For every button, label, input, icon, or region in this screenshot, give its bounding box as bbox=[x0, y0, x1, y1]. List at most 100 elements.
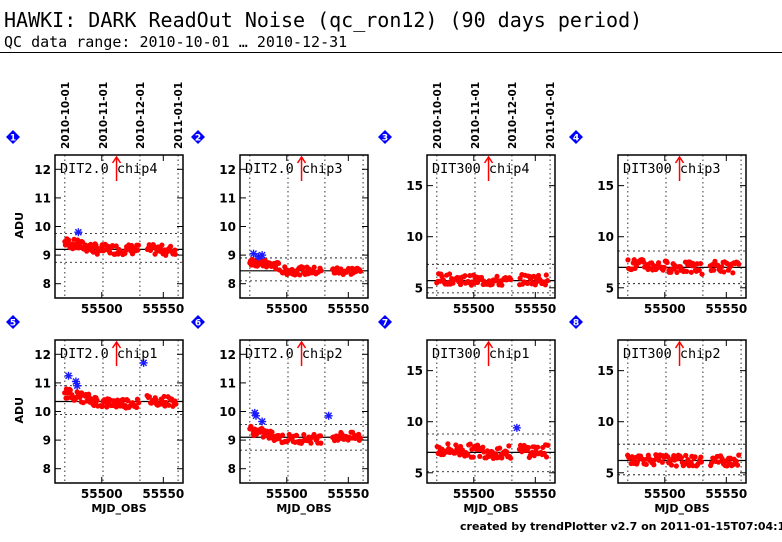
data-point bbox=[684, 268, 690, 274]
y-tick-label: 8 bbox=[43, 462, 51, 476]
x-axis-label: MJD_OBS bbox=[654, 502, 709, 515]
outlier-point bbox=[139, 358, 148, 367]
data-point bbox=[153, 397, 159, 403]
y-tick-label: 10 bbox=[597, 415, 614, 429]
data-point bbox=[317, 433, 324, 439]
x-tick-label: 55500 bbox=[81, 302, 123, 316]
y-tick-label: 9 bbox=[228, 249, 236, 263]
data-point bbox=[135, 247, 141, 253]
data-point bbox=[253, 257, 259, 263]
event-marker-arrow bbox=[674, 155, 685, 164]
y-tick-label: 8 bbox=[228, 277, 236, 291]
top-date-label: 2010-10-01 bbox=[60, 82, 72, 149]
y-tick-label: 10 bbox=[406, 230, 423, 244]
data-point bbox=[634, 459, 640, 465]
outlier-point bbox=[252, 411, 260, 420]
data-point bbox=[661, 264, 667, 270]
panel-badge-number: 3 bbox=[382, 134, 388, 144]
y-tick-label: 10 bbox=[219, 220, 236, 234]
x-axis-label: MJD_OBS bbox=[276, 502, 331, 515]
data-point bbox=[535, 444, 541, 450]
data-point bbox=[90, 249, 96, 255]
panel-badge-icon bbox=[191, 130, 205, 144]
y-tick-label: 5 bbox=[415, 281, 423, 295]
event-marker-arrow bbox=[483, 340, 494, 349]
panel-label: DIT300 chip3 bbox=[623, 161, 721, 177]
data-point bbox=[735, 462, 741, 468]
page-subtitle: QC data range: 2010-10-01 … 2010-12-31 bbox=[4, 33, 348, 51]
data-point bbox=[120, 396, 126, 403]
data-point bbox=[668, 462, 675, 468]
data-point bbox=[276, 436, 282, 442]
data-point bbox=[525, 444, 532, 451]
data-point bbox=[125, 398, 131, 404]
y-axis-label: ADU bbox=[13, 212, 26, 239]
data-point bbox=[465, 451, 471, 457]
data-point bbox=[66, 237, 72, 243]
panel-label: DIT2.0 chip4 bbox=[60, 161, 158, 177]
data-point bbox=[674, 269, 680, 275]
y-tick-label: 12 bbox=[219, 163, 236, 177]
panel-badge-icon bbox=[378, 315, 392, 329]
top-date-label: 2010-12-01 bbox=[135, 82, 147, 149]
x-axis-label: MJD_OBS bbox=[463, 502, 518, 515]
title-divider bbox=[0, 52, 782, 53]
plot-frame bbox=[239, 339, 369, 484]
data-point bbox=[159, 242, 165, 248]
y-tick-label: 15 bbox=[597, 364, 614, 378]
data-point bbox=[357, 268, 363, 274]
data-point bbox=[643, 461, 649, 468]
panel-badge-icon bbox=[569, 315, 583, 329]
data-point bbox=[506, 443, 512, 449]
y-tick-label: 5 bbox=[606, 281, 614, 295]
y-tick-label: 12 bbox=[34, 163, 51, 177]
panel-label: DIT2.0 chip2 bbox=[245, 346, 343, 362]
y-tick-label: 9 bbox=[228, 434, 236, 448]
data-point bbox=[458, 278, 464, 285]
data-point bbox=[462, 273, 468, 279]
event-marker-arrow bbox=[296, 155, 307, 164]
plot-panel: 1 8 9 10 11 12 55500 55550 ADU DIT2.0 chip4 bbox=[6, 130, 184, 316]
data-point bbox=[625, 257, 631, 263]
data-point bbox=[724, 260, 730, 267]
data-point bbox=[477, 453, 483, 460]
data-point bbox=[673, 463, 679, 469]
data-point bbox=[318, 440, 324, 446]
data-point bbox=[641, 259, 647, 265]
data-point bbox=[285, 438, 291, 444]
data-point bbox=[524, 280, 531, 286]
y-tick-label: 10 bbox=[219, 405, 236, 419]
data-point bbox=[708, 460, 715, 466]
data-point bbox=[480, 444, 486, 450]
plot-frame bbox=[54, 339, 184, 484]
y-tick-label: 5 bbox=[415, 466, 423, 480]
data-point bbox=[167, 243, 174, 249]
data-point bbox=[133, 404, 140, 411]
panel-badge-icon bbox=[6, 315, 20, 329]
panel-badge-number: 5 bbox=[10, 319, 16, 329]
data-point bbox=[91, 402, 97, 409]
data-point bbox=[678, 455, 684, 461]
y-tick-label: 11 bbox=[219, 191, 236, 205]
data-point bbox=[294, 432, 300, 439]
data-point bbox=[699, 271, 705, 277]
y-tick-label: 8 bbox=[228, 462, 236, 476]
x-tick-label: 55550 bbox=[327, 302, 369, 316]
x-axis-label: MJD_OBS bbox=[91, 502, 146, 515]
outlier-point bbox=[73, 381, 82, 390]
y-tick-label: 15 bbox=[406, 179, 423, 193]
panel-badge-number: 2 bbox=[195, 134, 201, 144]
data-point bbox=[136, 400, 142, 406]
plot-panel: 3 5 10 15 55500 55550 DIT300 chip4 bbox=[378, 130, 556, 316]
x-tick-label: 55500 bbox=[453, 302, 495, 316]
data-point bbox=[94, 397, 100, 403]
data-point bbox=[470, 454, 476, 460]
data-point bbox=[308, 440, 314, 446]
plot-panel: 4 5 10 15 55500 55550 DIT300 chip3 bbox=[569, 130, 747, 316]
y-tick-label: 11 bbox=[34, 191, 51, 205]
data-point bbox=[736, 452, 742, 458]
x-tick-label: 55500 bbox=[81, 487, 123, 501]
